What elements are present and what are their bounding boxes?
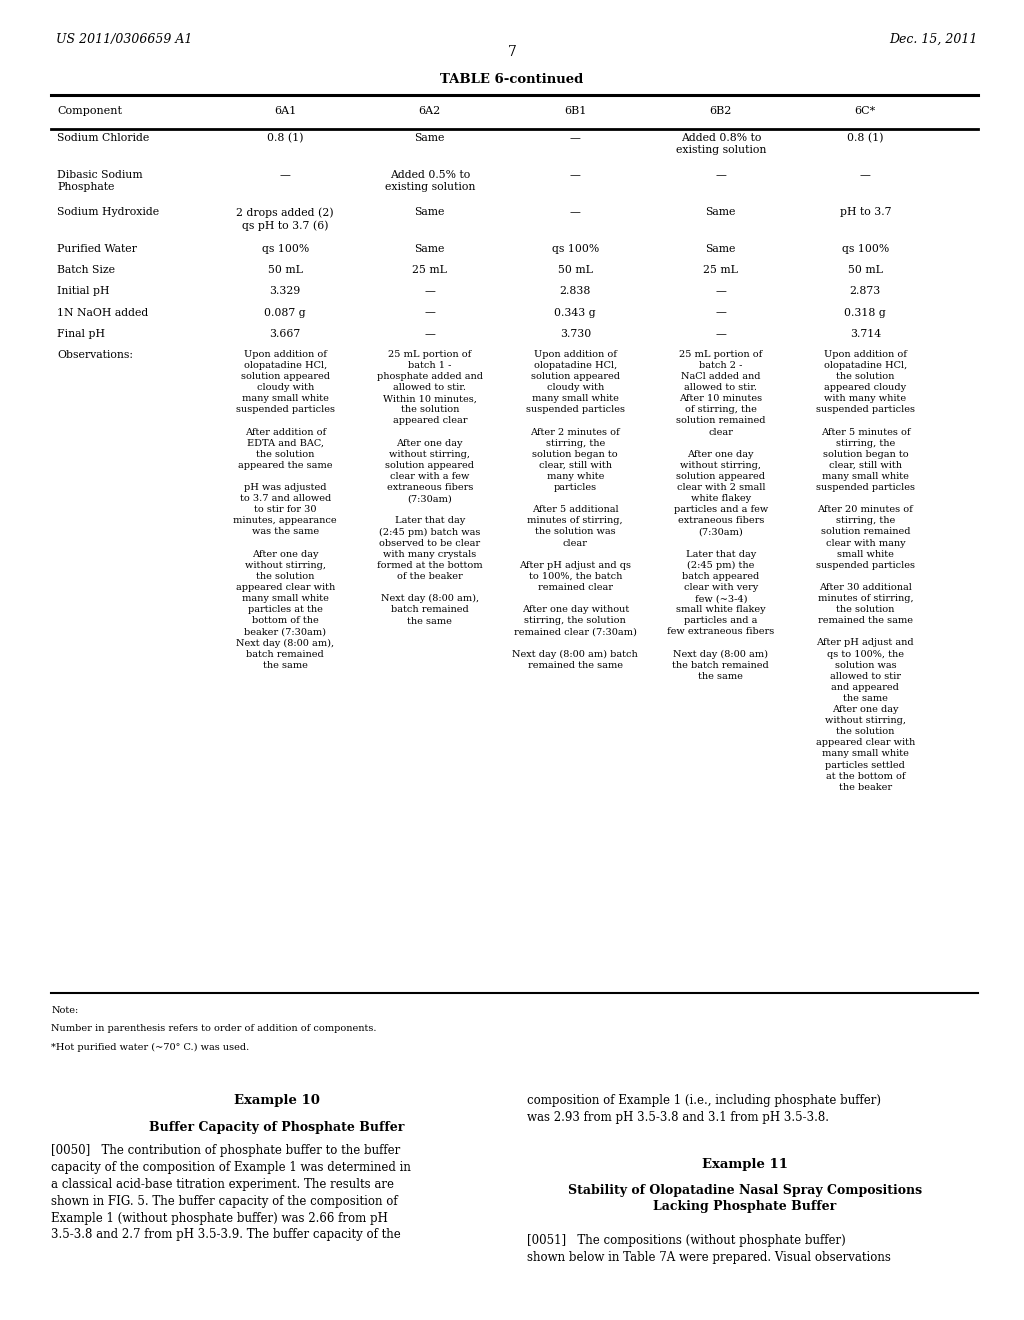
Text: Dibasic Sodium
Phosphate: Dibasic Sodium Phosphate <box>57 170 143 193</box>
Text: 3.730: 3.730 <box>560 329 591 339</box>
Text: Sodium Chloride: Sodium Chloride <box>57 133 150 144</box>
Text: 50 mL: 50 mL <box>267 265 303 276</box>
Text: —: — <box>424 308 435 318</box>
Text: Added 0.5% to
existing solution: Added 0.5% to existing solution <box>385 170 475 193</box>
Text: TABLE 6-continued: TABLE 6-continued <box>440 73 584 86</box>
Text: 7: 7 <box>508 45 516 59</box>
Text: 2.873: 2.873 <box>850 286 881 297</box>
Text: Example 10: Example 10 <box>233 1094 319 1107</box>
Text: 0.8 (1): 0.8 (1) <box>847 133 884 144</box>
Text: 3.714: 3.714 <box>850 329 881 339</box>
Text: 25 mL: 25 mL <box>413 265 447 276</box>
Text: qs 100%: qs 100% <box>552 244 599 255</box>
Text: Same: Same <box>706 207 736 218</box>
Text: Same: Same <box>415 133 445 144</box>
Text: 25 mL portion of
batch 2 -
NaCl added and
allowed to stir.
After 10 minutes
of s: 25 mL portion of batch 2 - NaCl added an… <box>667 350 774 681</box>
Text: —: — <box>860 170 870 181</box>
Text: Dec. 15, 2011: Dec. 15, 2011 <box>890 33 978 46</box>
Text: Same: Same <box>415 207 445 218</box>
Text: Sodium Hydroxide: Sodium Hydroxide <box>57 207 160 218</box>
Text: 6B1: 6B1 <box>564 106 587 116</box>
Text: 0.318 g: 0.318 g <box>845 308 886 318</box>
Text: 0.8 (1): 0.8 (1) <box>267 133 303 144</box>
Text: —: — <box>716 308 726 318</box>
Text: 50 mL: 50 mL <box>848 265 883 276</box>
Text: 6B2: 6B2 <box>710 106 732 116</box>
Text: [0050]   The contribution of phosphate buffer to the buffer
capacity of the comp: [0050] The contribution of phosphate buf… <box>51 1144 411 1241</box>
Text: Added 0.8% to
existing solution: Added 0.8% to existing solution <box>676 133 766 156</box>
Text: Initial pH: Initial pH <box>57 286 110 297</box>
Text: Final pH: Final pH <box>57 329 105 339</box>
Text: Buffer Capacity of Phosphate Buffer: Buffer Capacity of Phosphate Buffer <box>148 1121 404 1134</box>
Text: Number in parenthesis refers to order of addition of components.: Number in parenthesis refers to order of… <box>51 1024 377 1034</box>
Text: Upon addition of
olopatadine HCl,
the solution
appeared cloudy
with many white
s: Upon addition of olopatadine HCl, the so… <box>816 350 915 792</box>
Text: 2 drops added (2)
qs pH to 3.7 (6): 2 drops added (2) qs pH to 3.7 (6) <box>237 207 334 231</box>
Text: 50 mL: 50 mL <box>558 265 593 276</box>
Text: Batch Size: Batch Size <box>57 265 116 276</box>
Text: 2.838: 2.838 <box>559 286 591 297</box>
Text: Same: Same <box>706 244 736 255</box>
Text: US 2011/0306659 A1: US 2011/0306659 A1 <box>56 33 193 46</box>
Text: Example 11: Example 11 <box>702 1158 787 1171</box>
Text: 6A2: 6A2 <box>419 106 441 116</box>
Text: qs 100%: qs 100% <box>842 244 889 255</box>
Text: 1N NaOH added: 1N NaOH added <box>57 308 148 318</box>
Text: 0.087 g: 0.087 g <box>264 308 306 318</box>
Text: Purified Water: Purified Water <box>57 244 137 255</box>
Text: 6A1: 6A1 <box>274 106 296 116</box>
Text: Component: Component <box>57 106 122 116</box>
Text: 3.329: 3.329 <box>269 286 301 297</box>
Text: Stability of Olopatadine Nasal Spray Compositions
Lacking Phosphate Buffer: Stability of Olopatadine Nasal Spray Com… <box>568 1184 922 1213</box>
Text: [0051]   The compositions (without phosphate buffer)
shown below in Table 7A wer: [0051] The compositions (without phospha… <box>527 1234 891 1265</box>
Text: Same: Same <box>415 244 445 255</box>
Text: 0.343 g: 0.343 g <box>554 308 596 318</box>
Text: —: — <box>569 207 581 218</box>
Text: 6C*: 6C* <box>855 106 876 116</box>
Text: —: — <box>569 170 581 181</box>
Text: —: — <box>424 286 435 297</box>
Text: Note:: Note: <box>51 1006 79 1015</box>
Text: composition of Example 1 (i.e., including phosphate buffer)
was 2.93 from pH 3.5: composition of Example 1 (i.e., includin… <box>527 1094 882 1125</box>
Text: —: — <box>716 329 726 339</box>
Text: —: — <box>716 286 726 297</box>
Text: qs 100%: qs 100% <box>261 244 309 255</box>
Text: —: — <box>424 329 435 339</box>
Text: Upon addition of
olopatadine HCl,
solution appeared
cloudy with
many small white: Upon addition of olopatadine HCl, soluti… <box>233 350 337 669</box>
Text: pH to 3.7: pH to 3.7 <box>840 207 891 218</box>
Text: Observations:: Observations: <box>57 350 133 360</box>
Text: —: — <box>280 170 291 181</box>
Text: 3.667: 3.667 <box>269 329 301 339</box>
Text: —: — <box>716 170 726 181</box>
Text: 25 mL portion of
batch 1 -
phosphate added and
allowed to stir.
Within 10 minute: 25 mL portion of batch 1 - phosphate add… <box>377 350 482 626</box>
Text: —: — <box>569 133 581 144</box>
Text: 25 mL: 25 mL <box>703 265 738 276</box>
Text: *Hot purified water (~70° C.) was used.: *Hot purified water (~70° C.) was used. <box>51 1043 250 1052</box>
Text: Upon addition of
olopatadine HCl,
solution appeared
cloudy with
many small white: Upon addition of olopatadine HCl, soluti… <box>512 350 638 669</box>
